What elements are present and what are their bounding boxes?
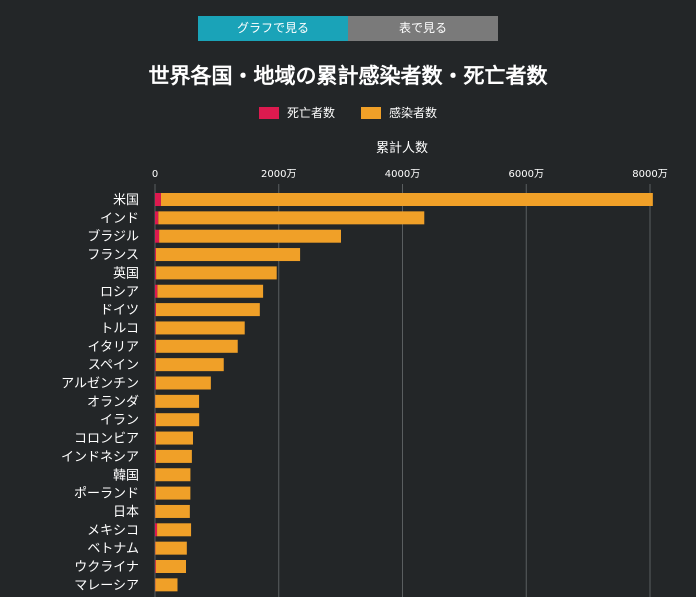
category-label: インド [100, 211, 139, 226]
bar-cases [155, 303, 260, 317]
legend-swatch-cases [361, 106, 381, 119]
bar-cases [160, 193, 653, 206]
bar-deaths [155, 303, 156, 317]
bar-deaths [155, 266, 157, 280]
legend-item-cases: 感染者数 [361, 104, 437, 121]
bar-cases [158, 211, 425, 225]
tab-graph-view[interactable]: グラフで見る [198, 16, 348, 41]
bar-cases [155, 468, 191, 482]
category-label: スペイン [88, 358, 139, 373]
bar-deaths [155, 284, 158, 298]
bar-deaths [155, 248, 156, 262]
bar-cases [159, 229, 341, 243]
bar-cases [155, 504, 190, 518]
x-tick-label: 4000万 [385, 169, 420, 180]
bar-cases [155, 321, 245, 335]
x-axis-title: 累計人数 [376, 140, 428, 156]
category-label: アルゼンチン [61, 377, 139, 392]
bar-deaths [155, 560, 156, 573]
category-label: フランス [87, 248, 139, 263]
category-label: ドイツ [100, 303, 139, 318]
legend-swatch-deaths [258, 106, 279, 119]
category-label: イラン [100, 413, 139, 428]
category-label: マレーシア [74, 578, 139, 593]
bar-cases [155, 358, 224, 372]
category-label: メキシコ [87, 523, 139, 538]
bar-cases [155, 486, 191, 500]
category-label: ポーランド [74, 487, 139, 502]
bar-deaths [155, 486, 156, 500]
bar-deaths [155, 376, 156, 390]
category-label: インドネシア [61, 450, 139, 465]
bar-cases [155, 541, 187, 555]
bar-cases [156, 339, 238, 353]
bar-deaths [155, 413, 156, 427]
bar-deaths [155, 449, 156, 463]
bar-deaths [155, 193, 161, 206]
bar-deaths [155, 523, 158, 537]
legend-label-deaths: 死亡者数 [286, 106, 335, 120]
x-tick-label: 8000万 [632, 169, 667, 180]
x-tick-label: 0 [152, 169, 158, 180]
view-tabs: グラフで見る 表で見る [198, 16, 498, 41]
bar-cases [155, 560, 186, 573]
bar-deaths [155, 431, 156, 445]
chart-legend: 死亡者数 感染者数 [0, 104, 696, 121]
bar-deaths [155, 211, 159, 225]
x-tick-label: 6000万 [509, 169, 544, 180]
bar-deaths [155, 339, 157, 353]
legend-item-deaths: 死亡者数 [258, 104, 335, 121]
category-label: ベトナム [87, 542, 139, 557]
bar-cases [157, 284, 264, 298]
category-label: オランダ [87, 395, 139, 410]
category-label: ウクライナ [74, 560, 139, 575]
x-tick-label: 2000万 [261, 169, 296, 180]
bar-cases [155, 431, 193, 445]
tab-table-view[interactable]: 表で見る [348, 16, 498, 41]
bar-cases [155, 449, 192, 463]
legend-label-cases: 感染者数 [389, 106, 438, 120]
bar-cases [155, 413, 200, 427]
category-label: ロシア [100, 285, 139, 300]
bar-cases [155, 376, 211, 390]
category-label: 米国 [113, 193, 139, 208]
category-label: 英国 [113, 266, 139, 281]
bar-cases [155, 248, 301, 262]
category-label: イタリア [88, 340, 139, 355]
bar-cases [155, 578, 178, 592]
category-label: ブラジル [87, 229, 139, 245]
category-label: 日本 [113, 505, 139, 520]
bar-cases [156, 266, 277, 280]
category-label: コロンビア [74, 432, 139, 447]
chart-title: 世界各国・地域の累計感染者数・死亡者数 [148, 64, 548, 88]
bar-cases [155, 394, 200, 408]
bar-cases [157, 523, 192, 537]
category-label: トルコ [100, 321, 139, 336]
bar-deaths [155, 229, 160, 243]
bar-deaths [155, 321, 156, 335]
bar-deaths [155, 358, 156, 372]
category-label: 韓国 [113, 468, 139, 483]
